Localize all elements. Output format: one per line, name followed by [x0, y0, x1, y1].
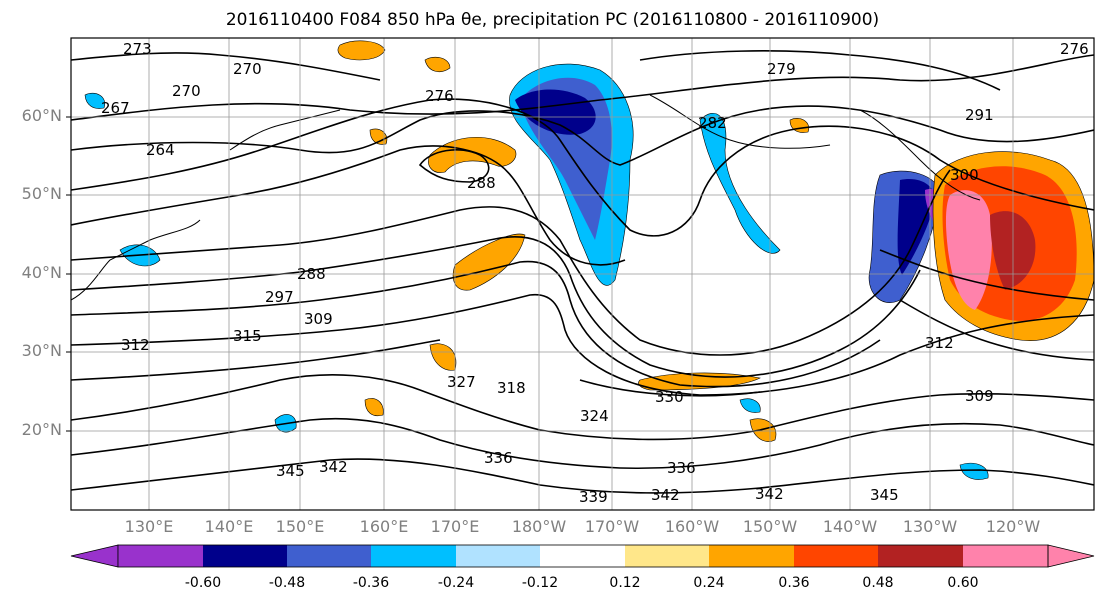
contour-label: 342 — [651, 486, 680, 504]
contour-label: 345 — [870, 486, 899, 504]
coastlines — [71, 94, 981, 301]
contour-label: 300 — [950, 166, 979, 184]
colorbar-segment — [625, 545, 709, 567]
colorbar-segment — [709, 545, 794, 567]
lat-label: 50°N — [21, 184, 62, 203]
contour-label: 315 — [233, 327, 262, 345]
contour-label: 282 — [698, 114, 727, 132]
colorbar-segment — [794, 545, 878, 567]
lon-label: 130°E — [124, 517, 174, 536]
colorbar-segment — [203, 545, 287, 567]
colorbar-label: -0.60 — [184, 575, 222, 591]
contour-label: 270 — [172, 82, 201, 100]
colorbar-extend-low — [70, 544, 119, 568]
lon-label: 170°E — [430, 517, 480, 536]
contour-label: 267 — [101, 99, 130, 117]
contour-label: 336 — [667, 459, 696, 477]
lon-label: 150°W — [742, 517, 798, 536]
contour-label: 330 — [655, 388, 684, 406]
contour-label: 318 — [497, 379, 526, 397]
lon-label: 180°W — [511, 517, 567, 536]
contour-label: 342 — [319, 458, 348, 476]
colorbar-segment — [456, 545, 540, 567]
contour-label: 345 — [276, 462, 305, 480]
lon-label: 160°E — [359, 517, 409, 536]
axis-ticks — [66, 116, 71, 432]
contour-label: 291 — [965, 106, 994, 124]
lat-label: 20°N — [21, 420, 62, 439]
contour-label: 312 — [925, 334, 954, 352]
contour-labels: 273 270 270 267 264 276 279 282 288 288 … — [101, 40, 1089, 506]
contour-label: 297 — [265, 288, 294, 306]
colorbar-label: 0.36 — [778, 575, 810, 591]
contour-label: 336 — [484, 449, 513, 467]
contour-label: 309 — [304, 310, 333, 328]
colorbar-label: 0.24 — [693, 575, 725, 591]
contour-label: 270 — [233, 60, 262, 78]
map-gridlines — [71, 38, 1094, 510]
colorbar-label: 0.12 — [609, 575, 641, 591]
colorbar-label: 0.60 — [947, 575, 979, 591]
lon-label: 160°W — [664, 517, 720, 536]
contour-label: 264 — [146, 141, 175, 159]
contour-label: 288 — [467, 174, 496, 192]
colorbar-segment — [963, 545, 1048, 567]
lat-label: 60°N — [21, 106, 62, 125]
map-plot-area: 273 270 270 267 264 276 279 282 288 288 … — [71, 38, 1094, 510]
colorbar — [70, 544, 1095, 568]
contour-label: 276 — [1060, 40, 1089, 58]
colorbar-segment — [118, 545, 203, 567]
colorbar-label: -0.36 — [352, 575, 390, 591]
colorbar-segment — [287, 545, 371, 567]
lon-label: 140°W — [822, 517, 878, 536]
lon-label: 130°W — [902, 517, 958, 536]
colorbar-extend-high — [1047, 544, 1095, 568]
contour-label: 288 — [297, 265, 326, 283]
contour-label: 324 — [580, 407, 609, 425]
contour-label: 327 — [447, 373, 476, 391]
colorbar-label: -0.12 — [521, 575, 559, 591]
contour-label: 279 — [767, 60, 796, 78]
lon-label: 150°E — [275, 517, 325, 536]
colorbar-label: -0.24 — [437, 575, 475, 591]
contour-label: 312 — [121, 336, 150, 354]
contour-label: 309 — [965, 387, 994, 405]
lat-label: 30°N — [21, 341, 62, 360]
contour-label: 276 — [425, 87, 454, 105]
colorbar-segment — [878, 545, 963, 567]
lon-label: 120°W — [985, 517, 1041, 536]
lon-label: 140°E — [204, 517, 254, 536]
colorbar-segment — [371, 545, 456, 567]
colorbar-label: 0.48 — [862, 575, 894, 591]
colorbar-segment — [540, 545, 625, 567]
contour-label: 339 — [579, 488, 608, 506]
contour-label: 342 — [755, 485, 784, 503]
map-title: 2016110400 F084 850 hPa θe, precipitatio… — [225, 10, 880, 30]
contour-label: 273 — [123, 40, 152, 58]
lat-label: 40°N — [21, 263, 62, 282]
colorbar-label: -0.48 — [268, 575, 306, 591]
lon-label: 170°W — [584, 517, 640, 536]
